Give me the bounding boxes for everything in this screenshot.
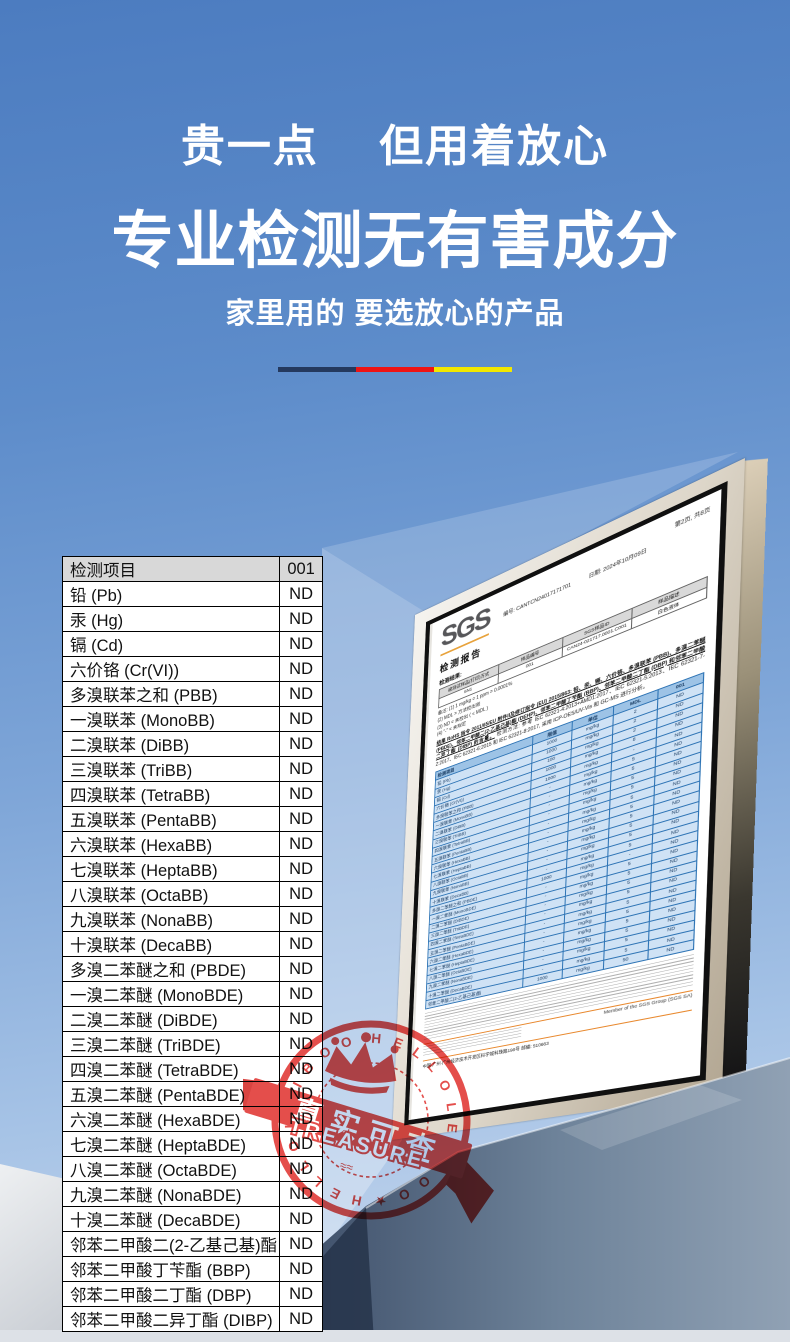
table-row: 六价铬 (Cr(VI)) ND (61, 656, 323, 682)
subtitle: 家里用的 要选放心的产品 (225, 298, 565, 330)
divider-red (356, 367, 434, 372)
table-row: 汞 (Hg) ND (61, 606, 323, 632)
table-row: 十溴联苯 (DecaBB) ND (61, 931, 323, 957)
table-row: 三溴联苯 (TriBB) ND (61, 756, 323, 782)
table-row: 一溴二苯醚 (MonoBDE) ND (61, 981, 323, 1007)
table-row: 邻苯二甲酸二丁酯 (DBP) ND (61, 1281, 323, 1307)
table-row: 八溴联苯 (OctaBB) ND (61, 881, 323, 907)
table-row: 二溴联苯 (DiBB) ND (61, 731, 323, 757)
verification-stamp: H E L L O L E I B O O ★ H E L L O L E I … (243, 1000, 494, 1224)
divider-yellow (434, 367, 512, 372)
page-title: 专业检测无有害成分 (111, 207, 679, 276)
table-row: 多溴二苯醚之和 (PBDE) ND (61, 956, 323, 982)
table-row: 六溴联苯 (HexaBB) ND (61, 831, 323, 857)
table-row: 检测项目 001 (61, 556, 323, 582)
divider-navy (278, 367, 356, 372)
table-row: 邻苯二甲酸丁苄酯 (BBP) ND (61, 1256, 323, 1282)
table-row: 一溴联苯 (MonoBB) ND (61, 706, 323, 732)
tricolor-divider (278, 367, 512, 372)
table-row: 邻苯二甲酸二异丁酯 (DIBP) ND (61, 1306, 323, 1332)
doc-page-count: 第2页, 共8页 (674, 506, 711, 530)
table-row: 三溴二苯醚 (TriBDE) ND (61, 1031, 323, 1057)
table-row: 五溴联苯 (PentaBB) ND (61, 806, 323, 832)
table-row: 四溴联苯 (TetraBB) ND (61, 781, 323, 807)
table-row: 九溴联苯 (NonaBB) ND (61, 906, 323, 932)
table-row: 多溴联苯之和 (PBB) ND (61, 681, 323, 707)
squiggle-ornament: ≈≈ (338, 1158, 355, 1175)
table-row: 镉 (Cd) ND (61, 631, 323, 657)
tagline: 贵一点 但用着放心 (180, 122, 610, 171)
table-row: 七溴联苯 (HeptaBB) ND (61, 856, 323, 882)
table-row: 铅 (Pb) ND (61, 581, 323, 607)
